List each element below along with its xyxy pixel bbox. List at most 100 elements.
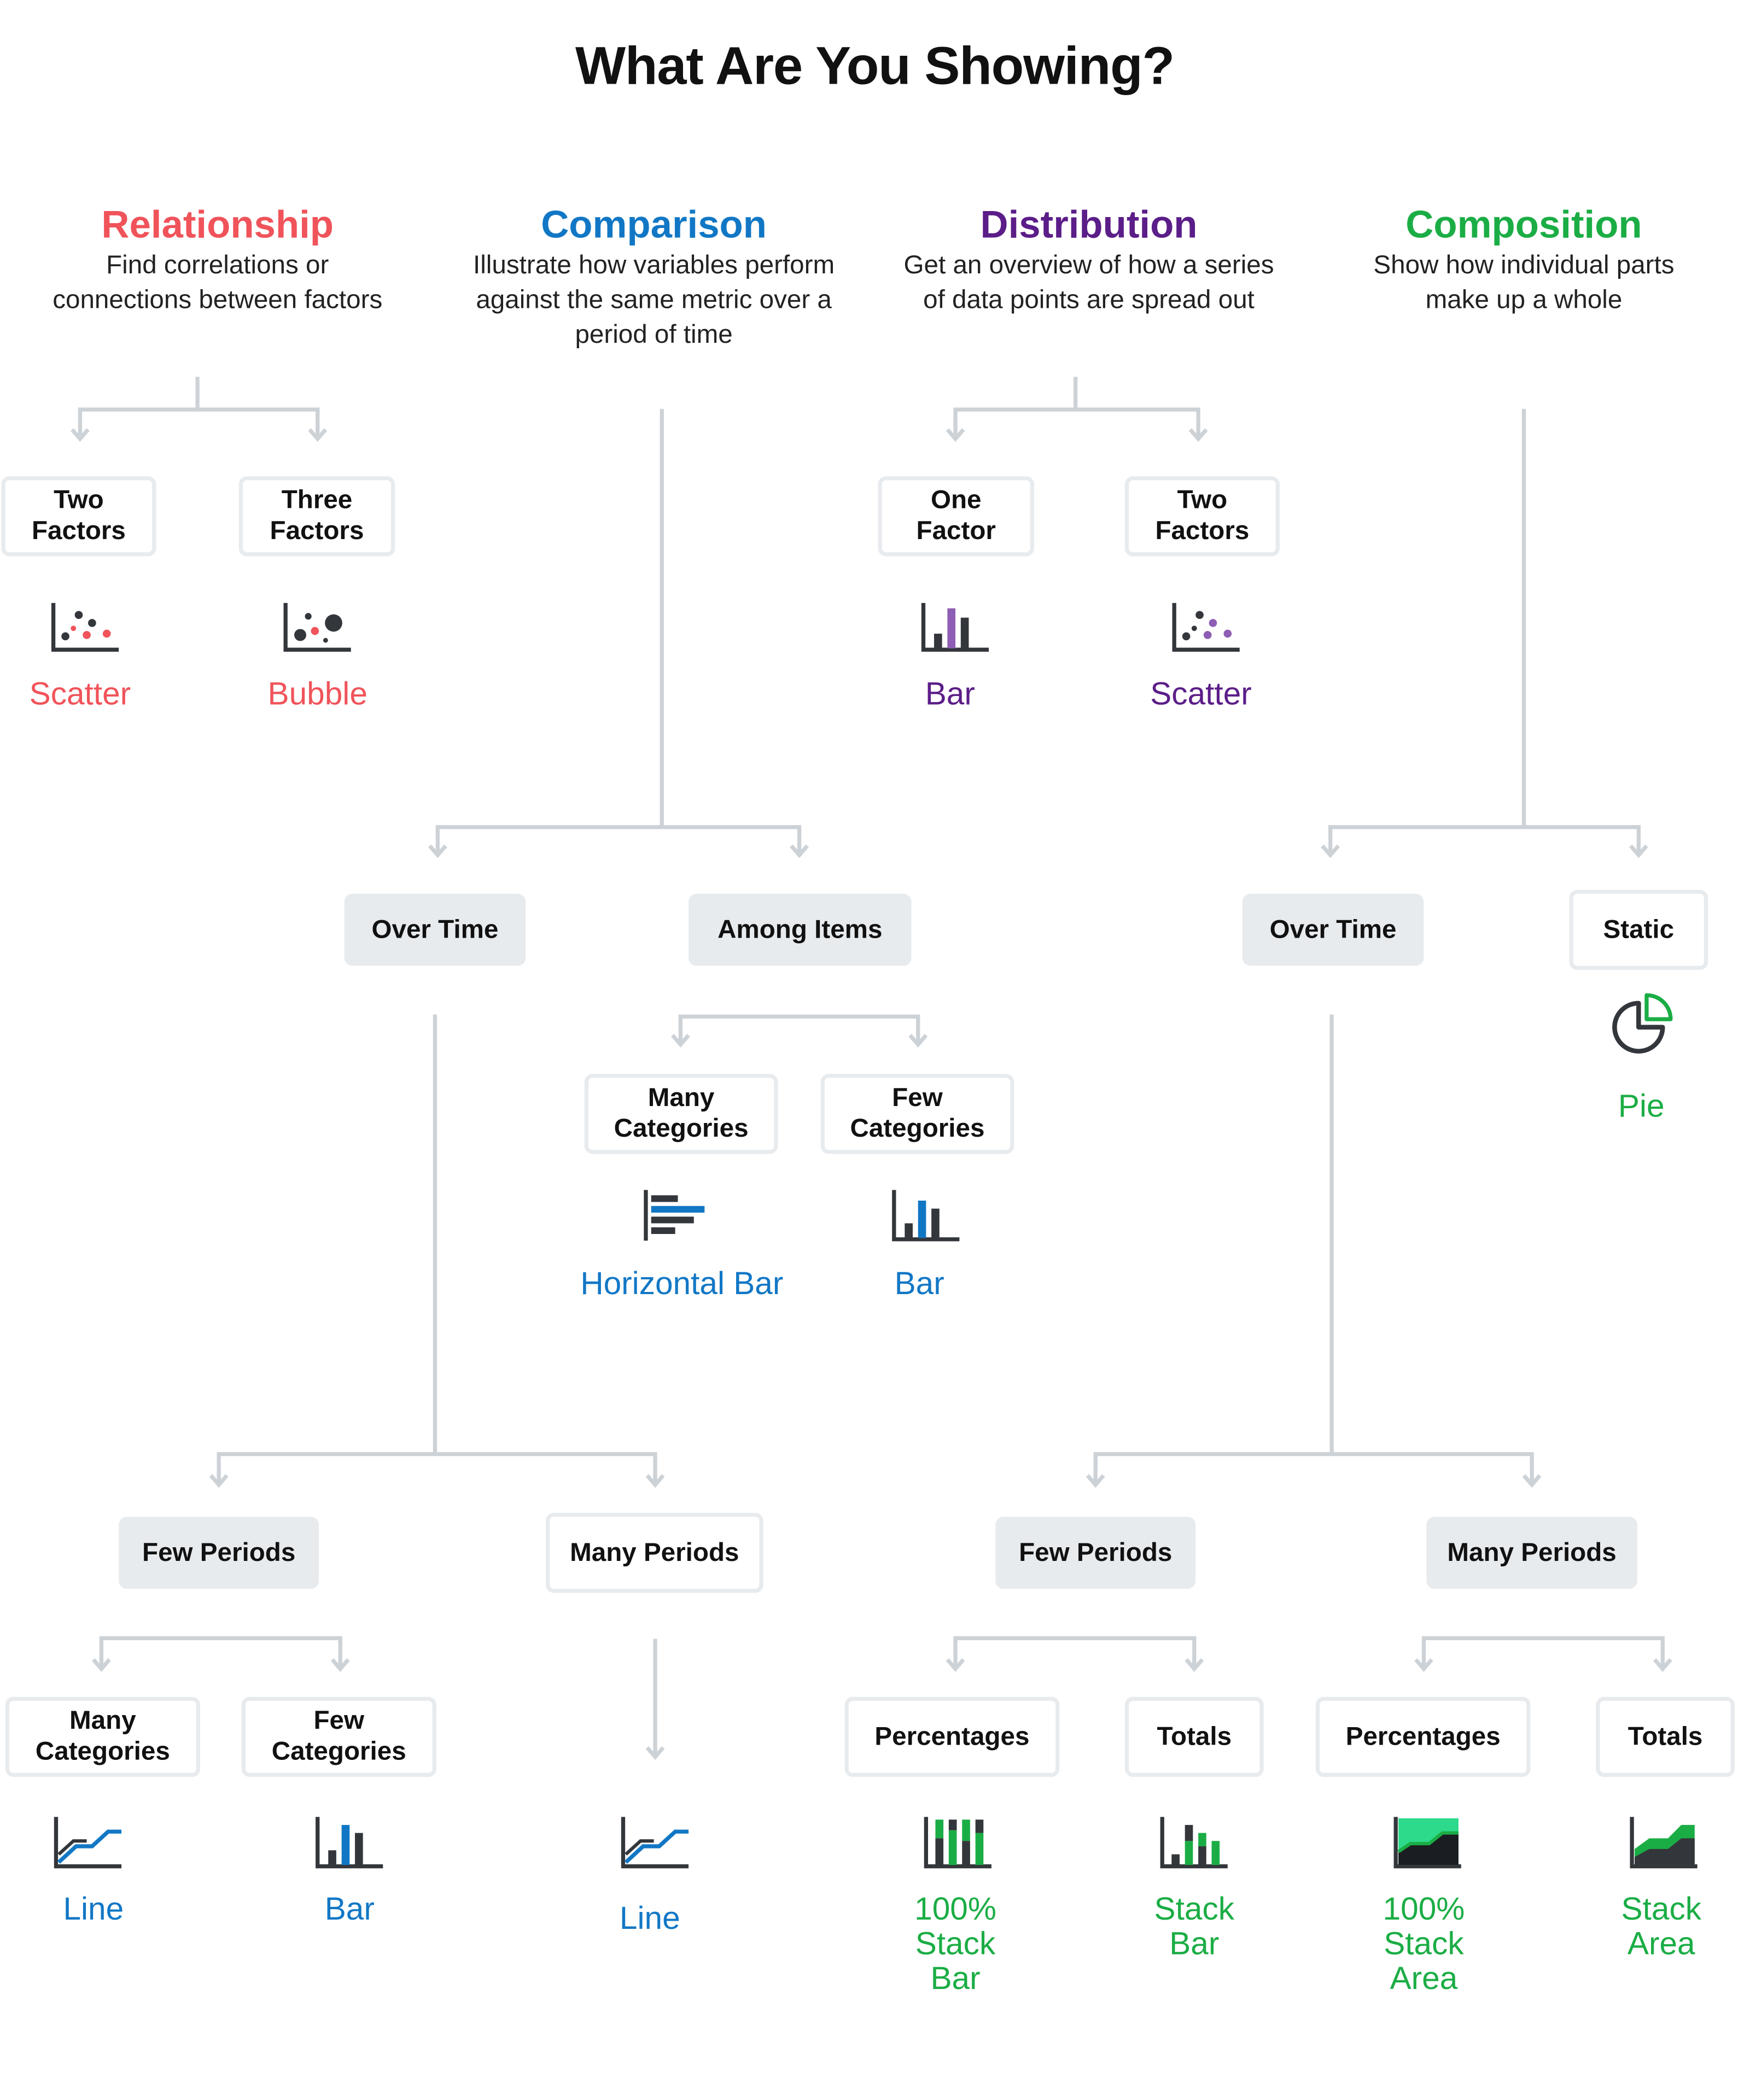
node-label-line: Factors xyxy=(1155,516,1250,546)
bar-chart-icon xyxy=(892,1190,960,1242)
node-few-periods[interactable]: Few Periods xyxy=(119,1517,319,1589)
stacked-area-icon xyxy=(1630,1817,1698,1869)
chart-label-line: Stack xyxy=(1154,1891,1235,1928)
page-title: What Are You Showing? xyxy=(575,37,1175,96)
category-composition: Composition Show how individual parts ma… xyxy=(1323,203,1724,318)
chart-label-line: Bar xyxy=(930,1961,981,1997)
node-label-line: Factor xyxy=(916,516,996,546)
node-label-line: Categories xyxy=(850,1114,985,1144)
distribution-connector xyxy=(946,377,1208,442)
node-label-line: Categories xyxy=(35,1736,170,1766)
chart-label-line: Line xyxy=(63,1891,124,1928)
node-label-line: Two xyxy=(54,485,104,515)
node-totals[interactable]: Totals xyxy=(1124,1697,1264,1777)
chart-label-bar: Bar xyxy=(925,676,975,712)
comparison-connector xyxy=(428,408,809,858)
chart-label-bubble: Bubble xyxy=(267,676,368,712)
line-chart-icon xyxy=(621,1817,689,1869)
chart-label-bar: Bar xyxy=(324,1891,375,1928)
node-many-categories[interactable]: Many Categories xyxy=(584,1074,778,1154)
category-distribution: Distribution Get an overview of how a se… xyxy=(876,203,1303,318)
node-among-items[interactable]: Among Items xyxy=(689,893,912,966)
node-label-line: Many xyxy=(648,1083,715,1113)
category-description-line: Get an overview of how a series xyxy=(903,250,1274,280)
node-many-periods[interactable]: Many Periods xyxy=(545,1512,763,1593)
chart-label-line: Stack xyxy=(1621,1891,1702,1928)
bar-chart-icon xyxy=(316,1817,383,1869)
node-totals[interactable]: Totals xyxy=(1596,1697,1735,1777)
chart-label-line: Bar xyxy=(1169,1926,1220,1963)
category-relationship: Relationship Find correlations or connec… xyxy=(18,203,418,318)
line-chart-icon xyxy=(54,1817,122,1869)
node-few-categories[interactable]: Few Categories xyxy=(820,1074,1014,1154)
chart-label-stack-area: Stack Area xyxy=(1621,1891,1702,1963)
node-one-factor[interactable]: One Factor xyxy=(878,476,1034,557)
category-description-line: of data points are spread out xyxy=(923,285,1255,315)
chart-label-pie: Pie xyxy=(1618,1089,1665,1125)
chart-label-scatter: Scatter xyxy=(1150,676,1252,712)
node-label-line: Categories xyxy=(271,1736,406,1766)
category-title: Composition xyxy=(1405,204,1642,247)
category-title: Relationship xyxy=(101,204,334,247)
scatter-icon xyxy=(51,602,119,652)
chart-label-line: 100% xyxy=(1382,1891,1465,1928)
chart-label-line: Area xyxy=(1627,1926,1695,1963)
chart-label-line: 100% xyxy=(914,1891,996,1928)
node-label-line: Three xyxy=(281,485,353,515)
node-many-categories[interactable]: Many Categories xyxy=(5,1697,200,1777)
node-three-factors[interactable]: Three Factors xyxy=(238,476,395,557)
node-label-line: Few xyxy=(892,1083,943,1113)
composition-connector xyxy=(1321,408,1648,858)
node-percentages[interactable]: Percentages xyxy=(1315,1697,1531,1777)
node-over-time[interactable]: Over Time xyxy=(1242,893,1424,966)
composition-many-periods-connector xyxy=(1414,1636,1672,1672)
bubble-icon xyxy=(283,602,351,652)
chart-label-line: Area xyxy=(1390,1961,1458,1997)
category-description-line: Show how individual parts xyxy=(1373,250,1675,280)
stacked-bar-icon xyxy=(1160,1817,1228,1869)
node-static[interactable]: Static xyxy=(1569,890,1708,970)
node-label-line: Few xyxy=(313,1706,365,1736)
comparison-over-time-connector xyxy=(209,1014,665,1488)
composition-few-periods-connector xyxy=(946,1636,1204,1672)
node-two-factors[interactable]: Two Factors xyxy=(1,476,156,557)
category-comparison: Comparison Illustrate how variables perf… xyxy=(440,203,867,352)
node-over-time[interactable]: Over Time xyxy=(344,893,526,966)
horizontal-bar-icon xyxy=(644,1190,705,1241)
chart-label-line: Line xyxy=(619,1901,680,1937)
category-description-line: connections between factors xyxy=(52,285,383,315)
among-items-connector xyxy=(670,1014,928,1048)
category-description-line: make up a whole xyxy=(1425,285,1623,315)
node-label-line: One xyxy=(930,485,982,515)
node-label-line: Many xyxy=(69,1706,136,1736)
chart-label-100-stack-area: 100% Stack Area xyxy=(1382,1891,1465,1997)
chart-label-horizontal-bar: Horizontal Bar xyxy=(580,1266,784,1302)
bar-chart-icon xyxy=(921,602,989,652)
chart-label-100-stack-bar: 100% Stack Bar xyxy=(914,1891,996,1997)
category-description-line: Illustrate how variables perform xyxy=(473,250,835,280)
node-label-line: Two xyxy=(1177,485,1228,515)
chart-label-scatter: Scatter xyxy=(29,676,131,712)
category-title: Comparison xyxy=(541,204,767,247)
node-two-factors[interactable]: Two Factors xyxy=(1124,476,1280,557)
node-few-categories[interactable]: Few Categories xyxy=(241,1697,436,1777)
scatter-icon xyxy=(1172,602,1240,652)
category-description-line: period of time xyxy=(575,320,733,350)
node-label-line: Factors xyxy=(31,516,126,546)
comparison-many-periods-connector xyxy=(645,1639,665,1760)
node-percentages[interactable]: Percentages xyxy=(844,1697,1060,1777)
chart-label-stack-bar: Stack Bar xyxy=(1154,1891,1235,1963)
node-few-periods[interactable]: Few Periods xyxy=(995,1517,1196,1589)
chart-label-line: Stack xyxy=(915,1926,996,1963)
node-label-line: Factors xyxy=(270,516,364,546)
category-title: Distribution xyxy=(980,204,1198,247)
category-description-line: against the same metric over a xyxy=(476,285,832,315)
node-many-periods[interactable]: Many Periods xyxy=(1426,1517,1637,1589)
comparison-few-periods-connector xyxy=(92,1636,350,1672)
node-label-line: Categories xyxy=(614,1114,749,1144)
relationship-connector xyxy=(70,377,328,442)
stacked-area-100-icon xyxy=(1393,1817,1461,1869)
stacked-bar-100-icon xyxy=(924,1817,991,1869)
